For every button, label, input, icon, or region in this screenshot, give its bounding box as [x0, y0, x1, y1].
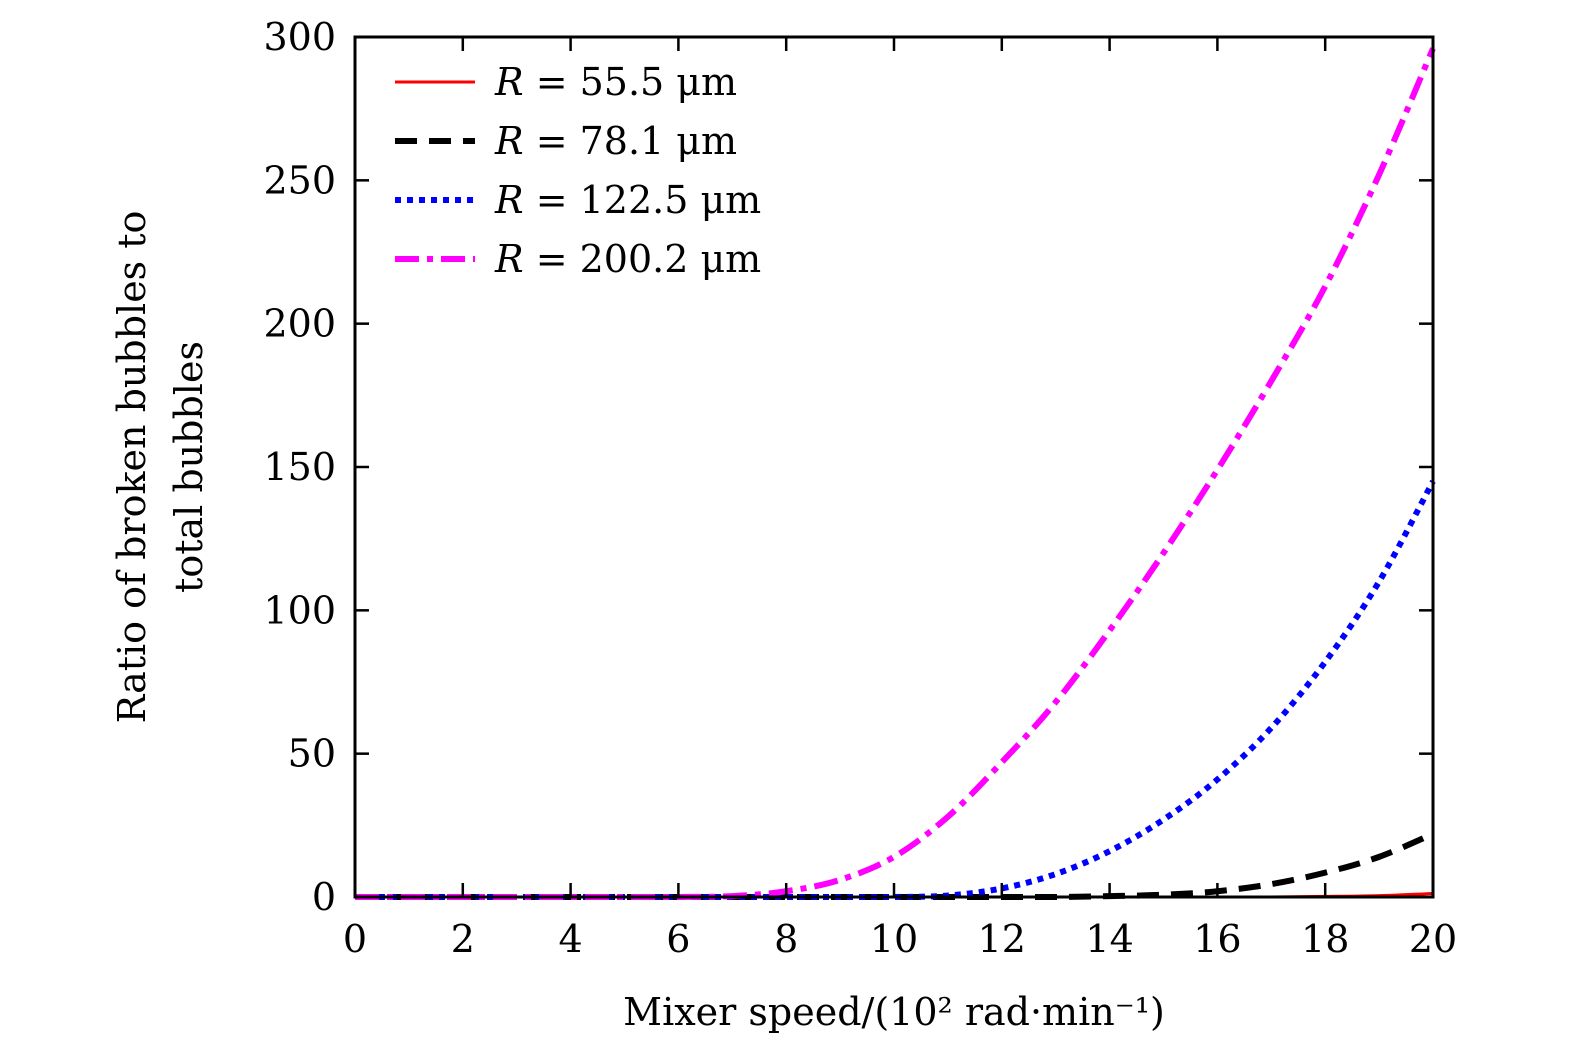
y-tick-label: 300 [263, 15, 336, 59]
legend-label-1: R = 55.5 μm [494, 60, 737, 104]
x-tick-label: 10 [870, 917, 918, 961]
y-axis-label-line-1: Ratio of broken bubbles to [110, 211, 154, 724]
x-tick-label: 16 [1193, 917, 1241, 961]
x-tick-label: 20 [1409, 917, 1457, 961]
y-tick-label: 200 [263, 302, 336, 346]
x-axis-label: Mixer speed/(10² rad·min⁻¹) [623, 990, 1165, 1034]
x-tick-label: 8 [774, 917, 798, 961]
x-tick-label: 6 [666, 917, 690, 961]
y-axis-label-line-2: total bubbles [167, 341, 211, 593]
legend-label-2: R = 78.1 μm [494, 119, 737, 163]
x-tick-label: 4 [559, 917, 583, 961]
y-tick-label: 50 [288, 732, 336, 776]
series-line-3 [355, 479, 1436, 900]
legend: R = 55.5 μm R = 78.1 μm R = 122.5 μm R = 20… [395, 60, 761, 281]
y-tick-label: 0 [312, 875, 336, 919]
x-tick-label: 2 [451, 917, 475, 961]
legend-label-4: R = 200.2 μm [494, 237, 761, 281]
x-tick-label: 12 [978, 917, 1026, 961]
x-tick-label: 14 [1085, 917, 1133, 961]
plot-frame [353, 35, 1435, 899]
x-tick-label: 0 [343, 917, 367, 961]
x-tick-label: 18 [1301, 917, 1349, 961]
series-layer [355, 47, 1436, 900]
legend-label-3: R = 122.5 μm [494, 178, 761, 222]
y-tick-label: 150 [263, 445, 336, 489]
y-tick-label: 250 [263, 158, 336, 202]
y-tick-label: 100 [263, 588, 336, 632]
series-line-4 [355, 47, 1436, 900]
